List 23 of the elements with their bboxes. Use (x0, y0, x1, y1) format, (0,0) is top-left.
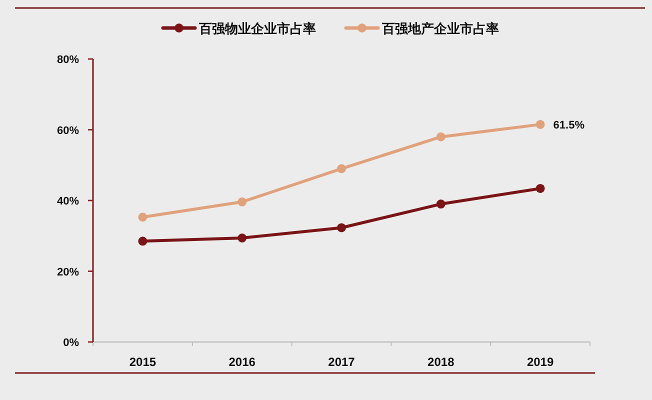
x-tick-label: 2017 (328, 355, 356, 369)
y-tick-label: 40% (56, 196, 80, 208)
point (138, 212, 148, 222)
point (238, 197, 247, 206)
y-tick-label: 60% (56, 124, 80, 137)
x-tick-label: 2015 (129, 355, 156, 369)
y-tick-label: 0% (63, 337, 80, 349)
x-tick-label: 2016 (228, 355, 256, 369)
data-label: 61.5% (553, 119, 585, 132)
point (337, 164, 346, 174)
point (238, 233, 247, 242)
y-tick-label: 20% (56, 266, 80, 278)
legend-label: 百强地产企业市占率 (381, 21, 499, 36)
point (536, 184, 545, 193)
x-tick-label: 2018 (428, 355, 455, 369)
y-tick-label: 80% (56, 54, 80, 66)
legend-label: 百强物业企业市占率 (198, 21, 316, 36)
point (138, 236, 148, 246)
point (436, 200, 446, 209)
point (337, 223, 346, 232)
point (536, 120, 545, 129)
point (436, 132, 446, 142)
x-tick-label: 2019 (526, 355, 554, 369)
